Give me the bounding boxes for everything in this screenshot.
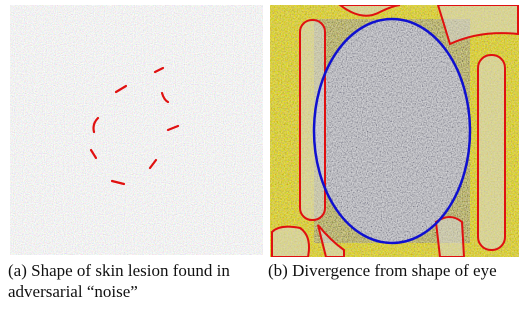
image-b [270,5,519,257]
caption-b: (b) Divergence from shape of eye [268,260,521,281]
figure: (a) Shape of skin lesion found in advers… [0,0,521,311]
image-a [10,5,263,255]
figure-images [0,0,521,260]
caption-a: (a) Shape of skin lesion found in advers… [8,260,266,302]
